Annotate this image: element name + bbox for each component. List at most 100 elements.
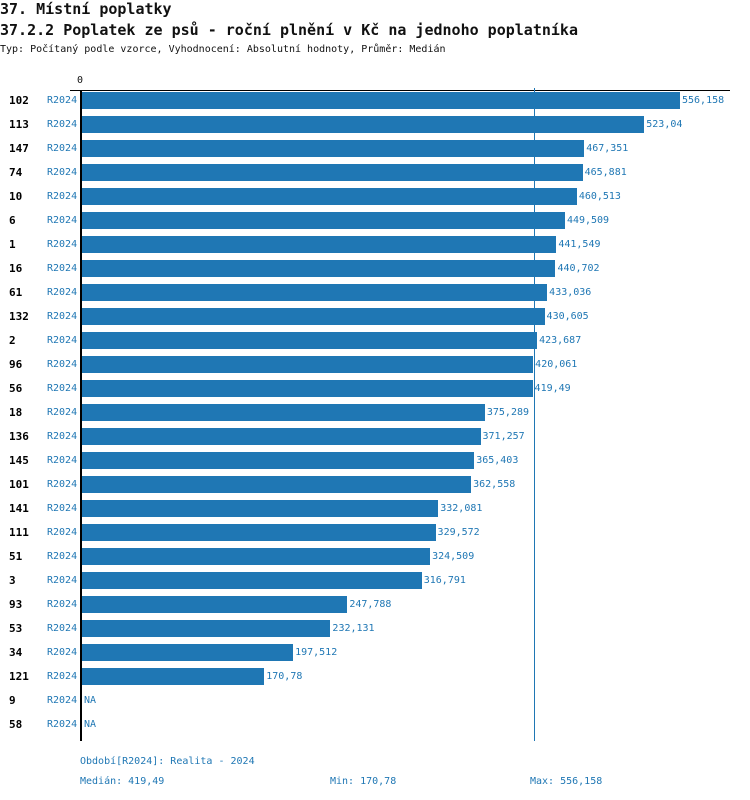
top-axis-line: [70, 90, 730, 91]
value-label: 316,791: [423, 575, 466, 586]
period-label: R2024: [47, 335, 78, 346]
section-title: 37. Místní poplatky: [0, 0, 172, 18]
bar: [82, 620, 331, 637]
bar: [82, 572, 422, 589]
footer-max: Max: 556,158: [530, 776, 603, 787]
category-label: 51: [9, 550, 23, 563]
period-label: R2024: [47, 671, 78, 682]
period-label: R2024: [47, 455, 78, 466]
chart-type-line: Typ: Počítaný podle vzorce, Vyhodnocení:…: [0, 44, 446, 55]
period-label: R2024: [47, 527, 78, 538]
value-label: 465,881: [584, 167, 627, 178]
value-label: 440,702: [557, 263, 600, 274]
period-label: R2024: [47, 167, 78, 178]
value-label: 197,512: [295, 647, 338, 658]
bar: [82, 644, 294, 661]
period-label: R2024: [47, 359, 78, 370]
category-label: 136: [9, 430, 29, 443]
bar: [82, 308, 545, 325]
period-label: R2024: [47, 95, 78, 106]
category-label: 6: [9, 214, 16, 227]
category-label: 16: [9, 262, 23, 275]
period-label: R2024: [47, 239, 78, 250]
footer-period: Období[R2024]: Realita - 2024: [80, 756, 255, 767]
bar: [82, 596, 348, 613]
category-label: 2: [9, 334, 16, 347]
value-label: 170,78: [266, 671, 303, 682]
value-label: 329,572: [437, 527, 480, 538]
category-label: 3: [9, 574, 16, 587]
period-label: R2024: [47, 407, 78, 418]
value-label: 423,687: [539, 335, 582, 346]
bar: [82, 260, 556, 277]
value-label: 324,509: [432, 551, 475, 562]
period-label: R2024: [47, 287, 78, 298]
footer-median: Medián: 419,49: [80, 776, 165, 787]
category-label: 132: [9, 310, 29, 323]
period-label: R2024: [47, 143, 78, 154]
category-label: 96: [9, 358, 23, 371]
category-label: 53: [9, 622, 23, 635]
value-label: 247,788: [349, 599, 392, 610]
period-label: R2024: [47, 119, 78, 130]
period-label: R2024: [47, 431, 78, 442]
value-label: 467,351: [586, 143, 629, 154]
bar: [82, 668, 265, 685]
value-label: 556,158: [682, 95, 725, 106]
period-label: R2024: [47, 263, 78, 274]
period-label: R2024: [47, 479, 78, 490]
category-label: 1: [9, 238, 16, 251]
median-line: [533, 88, 535, 741]
value-label: 430,605: [546, 311, 589, 322]
bar: [82, 236, 557, 253]
period-label: R2024: [47, 503, 78, 514]
category-label: 141: [9, 502, 29, 515]
category-label: 121: [9, 670, 29, 683]
category-label: 93: [9, 598, 23, 611]
category-label: 56: [9, 382, 23, 395]
category-label: 102: [9, 94, 29, 107]
bar: [82, 92, 680, 109]
value-label: 232,131: [332, 623, 375, 634]
value-label: 460,513: [578, 191, 621, 202]
value-label: 375,289: [486, 407, 530, 418]
value-label: 433,036: [549, 287, 592, 298]
period-label: R2024: [47, 647, 78, 658]
bar: [82, 452, 475, 469]
bar: [82, 332, 538, 349]
category-label: 10: [9, 190, 23, 203]
period-label: R2024: [47, 575, 78, 586]
value-label: NA: [84, 695, 97, 706]
bar: [82, 212, 565, 229]
category-label: 113: [9, 118, 29, 131]
category-label: 18: [9, 406, 23, 419]
value-label: NA: [84, 719, 97, 730]
category-label: 34: [9, 646, 23, 659]
value-label: 441,549: [558, 239, 601, 250]
period-label: R2024: [47, 215, 78, 226]
bar: [82, 284, 548, 301]
category-label: 145: [9, 454, 29, 467]
value-label: 523,04: [646, 119, 683, 130]
category-label: 9: [9, 694, 16, 707]
bar: [82, 500, 439, 517]
bar: [82, 524, 436, 541]
value-label: 362,558: [473, 479, 516, 490]
value-label: 420,061: [535, 359, 578, 370]
value-label: 419,49: [534, 383, 571, 394]
bar: [82, 356, 534, 373]
bar: [82, 164, 583, 181]
bar: [82, 428, 481, 445]
category-label: 58: [9, 718, 23, 731]
footer-min: Min: 170,78: [330, 776, 397, 787]
bar: [82, 476, 472, 493]
period-label: R2024: [47, 383, 78, 394]
period-label: R2024: [47, 695, 78, 706]
bar: [82, 188, 577, 205]
bar: [82, 116, 645, 133]
x-tick-zero: 0: [77, 75, 84, 86]
category-label: 74: [9, 166, 23, 179]
bar: [82, 140, 585, 157]
category-label: 111: [9, 526, 29, 539]
period-label: R2024: [47, 623, 78, 634]
